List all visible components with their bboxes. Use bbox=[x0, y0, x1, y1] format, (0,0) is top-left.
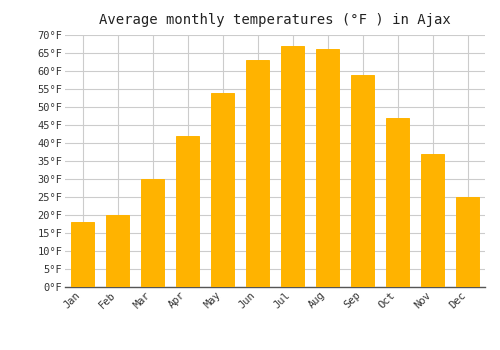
Bar bbox=[246, 60, 269, 287]
Bar bbox=[456, 197, 479, 287]
Bar bbox=[141, 179, 164, 287]
Bar bbox=[386, 118, 409, 287]
Title: Average monthly temperatures (°F ) in Ajax: Average monthly temperatures (°F ) in Aj… bbox=[99, 13, 451, 27]
Bar bbox=[211, 93, 234, 287]
Bar bbox=[176, 136, 199, 287]
Bar bbox=[351, 75, 374, 287]
Bar bbox=[421, 154, 444, 287]
Bar bbox=[281, 46, 304, 287]
Bar bbox=[316, 49, 339, 287]
Bar bbox=[71, 222, 94, 287]
Bar bbox=[106, 215, 129, 287]
